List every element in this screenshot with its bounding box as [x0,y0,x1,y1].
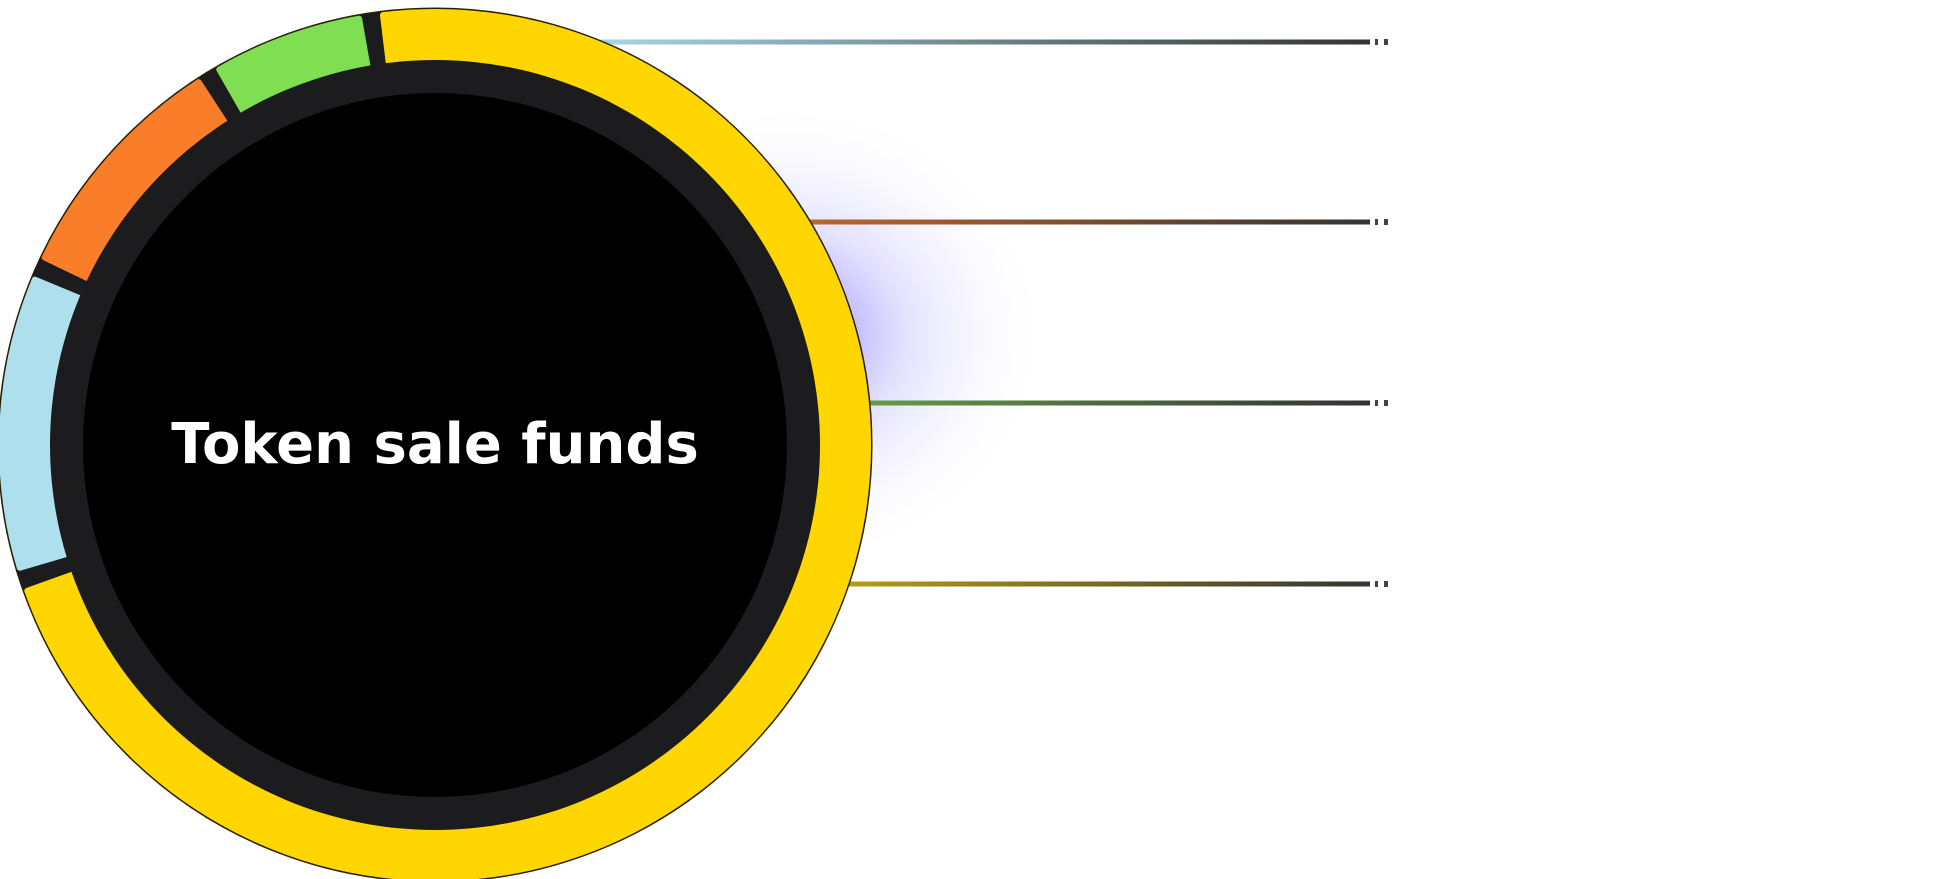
leader-end-mark [1375,219,1378,225]
leader-end-mark [1384,581,1388,587]
leader-line-1 [560,39,1370,45]
leader-line-4 [560,581,1370,587]
leader-end-mark [1384,39,1388,45]
leader-end-mark [1375,39,1378,45]
chart-core [83,93,787,797]
leader-end-mark [1384,400,1388,406]
leader-end-mark [1375,581,1378,587]
leader-lines [560,39,1388,587]
chart-title: Token sale funds [171,412,699,477]
leader-end-mark [1384,219,1388,225]
leader-end-mark [1375,400,1378,406]
leader-line-3 [560,400,1370,406]
leader-line-2 [560,219,1370,225]
